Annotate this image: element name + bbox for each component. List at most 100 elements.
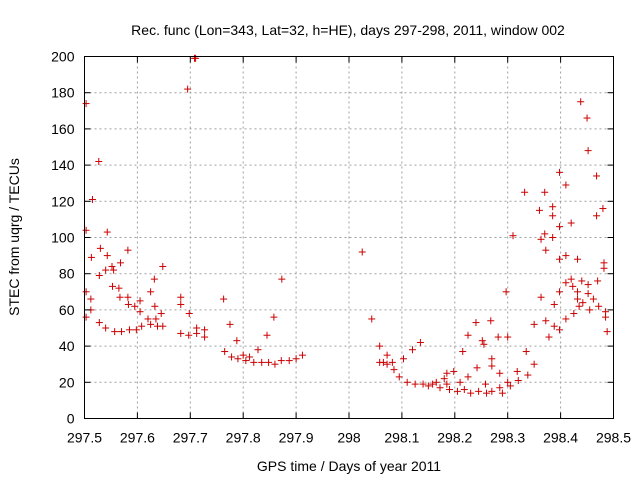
data-point-marker (586, 306, 594, 314)
data-point-marker (549, 212, 557, 220)
data-point-marker (234, 355, 242, 363)
data-point-marker (138, 322, 146, 330)
x-tick-label: 297.7 (173, 430, 208, 446)
data-point-marker (82, 313, 90, 321)
data-point-marker (556, 255, 564, 263)
data-point-marker (524, 371, 532, 379)
data-point-marker (578, 277, 586, 285)
data-point-marker (102, 324, 110, 332)
data-point-marker (111, 328, 119, 336)
data-point-marker (475, 387, 483, 395)
data-point-marker (403, 378, 411, 386)
data-point-marker (521, 188, 529, 196)
x-tick-label: 297.5 (67, 430, 102, 446)
data-point-marker (258, 358, 266, 366)
data-point-marker (157, 310, 165, 318)
data-point-marker (103, 228, 111, 236)
x-tick-label: 297.9 (279, 430, 314, 446)
data-point-marker (147, 288, 155, 296)
data-point-marker (185, 310, 193, 318)
data-point-marker (478, 337, 486, 345)
data-point-marker (159, 262, 167, 270)
data-point-marker (226, 320, 234, 328)
data-point-marker (504, 333, 512, 341)
data-points (82, 54, 611, 397)
y-tick-label: 100 (51, 230, 75, 246)
data-point-marker (131, 302, 139, 310)
data-point-marker (541, 230, 549, 238)
data-point-marker (488, 387, 496, 395)
data-point-marker (542, 246, 550, 254)
data-point-marker (530, 320, 538, 328)
y-tick-label: 0 (67, 411, 75, 427)
data-point-marker (95, 272, 103, 280)
data-point-marker (277, 357, 285, 365)
data-point-marker (464, 331, 472, 339)
data-point-marker (509, 232, 517, 240)
x-tick-label: 298 (337, 430, 361, 446)
data-point-marker (193, 329, 201, 337)
data-point-marker (574, 255, 582, 263)
data-point-marker (443, 380, 451, 388)
data-point-marker (556, 288, 564, 296)
data-point-marker (556, 223, 564, 231)
data-point-marker (390, 366, 398, 374)
data-point-marker (436, 384, 444, 392)
data-point-marker (502, 288, 510, 296)
data-point-marker (95, 157, 103, 165)
data-point-marker (108, 262, 116, 270)
data-point-marker (429, 380, 437, 388)
data-point-marker (570, 310, 578, 318)
data-point-marker (450, 367, 458, 375)
y-tick-label: 180 (51, 85, 75, 101)
data-point-marker (110, 266, 118, 274)
data-point-marker (150, 275, 158, 283)
y-axis-label: STEC from uqrg / TECUs (6, 158, 22, 316)
data-point-marker (408, 346, 416, 354)
x-tick-label: 298.3 (490, 430, 525, 446)
data-point-marker (270, 313, 278, 321)
data-point-marker (593, 172, 601, 180)
data-point-marker (599, 205, 607, 213)
data-point-marker (522, 348, 530, 356)
x-tick-label: 298.5 (596, 430, 631, 446)
axis-ticks (84, 56, 614, 419)
data-point-marker (395, 373, 403, 381)
data-point-marker (185, 331, 193, 339)
data-point-marker (535, 206, 543, 214)
data-point-marker (263, 331, 271, 339)
data-point-marker (271, 360, 279, 368)
data-point-marker (562, 252, 570, 260)
data-point-marker (136, 297, 144, 305)
data-point-marker (496, 384, 504, 392)
data-point-marker (550, 322, 558, 330)
data-point-marker (265, 358, 273, 366)
data-point-marker (567, 219, 575, 227)
data-point-marker (574, 288, 582, 296)
data-point-marker (575, 302, 583, 310)
data-point-marker (600, 264, 608, 272)
data-point-marker (124, 246, 132, 254)
data-point-marker (124, 300, 132, 308)
data-point-marker (574, 295, 582, 303)
data-point-marker (488, 355, 496, 363)
data-point-marker (481, 380, 489, 388)
data-point-marker (278, 275, 286, 283)
data-point-marker (556, 326, 564, 334)
data-point-marker (579, 299, 587, 307)
data-point-marker (201, 326, 209, 334)
data-point-marker (416, 338, 424, 346)
data-point-marker (159, 322, 167, 330)
data-point-marker (285, 357, 293, 365)
data-point-marker (144, 315, 152, 323)
data-point-marker (221, 348, 229, 356)
data-point-marker (603, 328, 611, 336)
data-point-marker (562, 315, 570, 323)
data-point-marker (87, 295, 95, 303)
data-point-marker (242, 357, 250, 365)
data-point-marker (116, 293, 124, 301)
data-point-marker (498, 389, 506, 397)
data-point-marker (177, 300, 185, 308)
data-point-marker (383, 360, 391, 368)
